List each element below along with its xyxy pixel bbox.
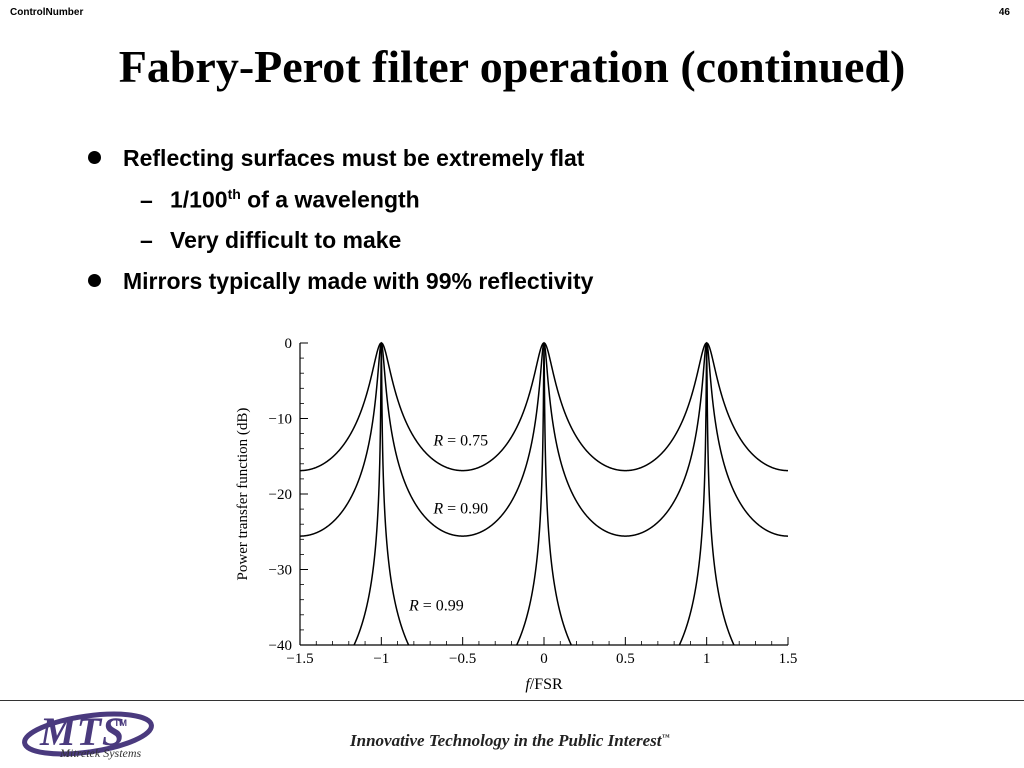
y-tick-label: −40 bbox=[269, 638, 292, 654]
footer-divider bbox=[0, 700, 1024, 701]
x-tick-label: 1 bbox=[703, 651, 711, 667]
y-tick-label: −30 bbox=[269, 563, 292, 579]
tagline-text: Innovative Technology in the Public Inte… bbox=[350, 731, 662, 750]
dash-icon: – bbox=[140, 227, 153, 253]
logo-text: MTS bbox=[40, 709, 126, 754]
series-label: R = 0.75 bbox=[432, 433, 488, 450]
bullet-item: Mirrors typically made with 99% reflecti… bbox=[88, 268, 593, 295]
x-tick-label: 1.5 bbox=[779, 651, 798, 667]
bullet-item: Reflecting surfaces must be extremely fl… bbox=[88, 145, 584, 172]
x-tick-label: −1.5 bbox=[286, 651, 313, 667]
bullet-dot-icon bbox=[88, 274, 101, 287]
bullet-text: Mirrors typically made with 99% reflecti… bbox=[123, 268, 594, 294]
sub-bullet-text: 1/100 bbox=[170, 186, 228, 213]
logo-subtitle: Mitretek Systems bbox=[60, 746, 142, 760]
series-label: R = 0.90 bbox=[432, 501, 488, 518]
tagline-trademark: ™ bbox=[661, 732, 670, 742]
sub-bullet-text: Very difficult to make bbox=[170, 227, 402, 253]
logo-trademark: TM bbox=[114, 718, 127, 728]
y-axis-label: Power transfer function (dB) bbox=[235, 408, 251, 581]
bullet-list: Reflecting surfaces must be extremely fl… bbox=[0, 0, 1024, 320]
sub-bullet-item: – Very difficult to make bbox=[140, 227, 401, 254]
y-tick-label: −20 bbox=[269, 487, 292, 503]
sub-bullet-text-rest: of a wavelength bbox=[240, 186, 420, 213]
bullet-text: Reflecting surfaces must be extremely fl… bbox=[123, 145, 585, 171]
series-label: R = 0.99 bbox=[408, 597, 464, 614]
series-line bbox=[353, 342, 735, 645]
x-tick-label: −0.5 bbox=[449, 651, 476, 667]
bullet-dot-icon bbox=[88, 151, 101, 164]
control-number: ControlNumber bbox=[10, 7, 84, 18]
transfer-function-chart: 0 −10 −20 −30 −40−1.5 −1 −0.5 0 0.5 1 1.5 f/FSR Powe… bbox=[235, 336, 798, 693]
x-axis-label: f/FSR bbox=[525, 676, 563, 693]
slide-title: Fabry-Perot filter operation (continued) bbox=[118, 41, 906, 92]
x-tick-label: 0 bbox=[540, 651, 548, 667]
x-tick-label: 0.5 bbox=[616, 651, 635, 667]
mts-logo-swoosh-icon bbox=[22, 711, 154, 757]
sub-bullet-item: –1/100th of a wavelength bbox=[140, 186, 420, 214]
y-tick-label: 0 bbox=[285, 336, 293, 352]
y-tick-label: −10 bbox=[269, 412, 292, 428]
x-tick-label: −1 bbox=[373, 651, 389, 667]
page-number: 46 bbox=[998, 7, 1010, 18]
superscript: th bbox=[227, 186, 241, 202]
dash-icon: – bbox=[140, 186, 153, 213]
footer-tagline: Innovative Technology in the Public Inte… bbox=[350, 731, 670, 751]
